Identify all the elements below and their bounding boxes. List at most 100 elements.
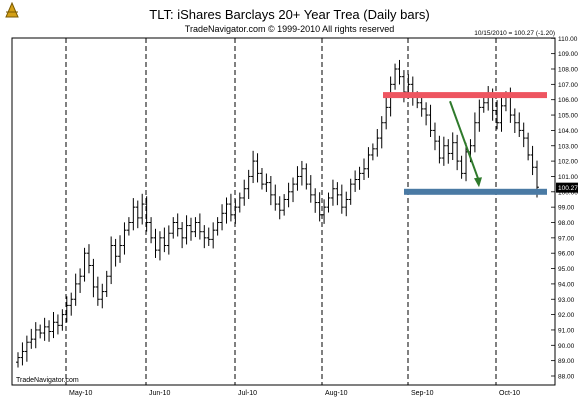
- ohlc-bar: [175, 213, 180, 237]
- ohlc-bar: [126, 217, 131, 236]
- ohlc-bar: [486, 86, 491, 111]
- y-tick-label: 93.00: [558, 297, 575, 304]
- ohlc-bar: [277, 196, 282, 220]
- ohlc-bar: [384, 97, 389, 130]
- ohlc-bar: [308, 175, 313, 203]
- ohlc-bar: [512, 108, 517, 134]
- y-tick-label: 101.00: [558, 174, 578, 181]
- y-tick-label: 109.00: [558, 51, 578, 58]
- y-tick-label: 106.00: [558, 97, 578, 104]
- ohlc-bar: [357, 166, 362, 190]
- ohlc-bar: [104, 270, 109, 297]
- y-tick-label: 99.00: [558, 205, 575, 212]
- chart-subtitle: TradeNavigator.com © 1999-2010 All right…: [184, 24, 395, 34]
- y-tick-label: 94.00: [558, 281, 575, 288]
- ohlc-bar: [477, 99, 482, 132]
- ohlc-bar: [379, 116, 384, 149]
- ohlc-bar: [455, 134, 460, 171]
- ohlc-bar: [530, 145, 535, 176]
- x-tick-label: Aug-10: [325, 390, 348, 397]
- ohlc-bar: [82, 247, 87, 282]
- ohlc-bar: [69, 292, 74, 316]
- ohlc-bar: [193, 217, 198, 238]
- ohlc-bar: [344, 191, 349, 217]
- ohlc-bar: [481, 97, 486, 113]
- y-tick-label: 102.00: [558, 159, 578, 166]
- ohlc-bar: [64, 296, 69, 323]
- ohlc-bar: [33, 322, 38, 349]
- ohlc-bar: [370, 143, 375, 161]
- ohlc-bar: [38, 324, 43, 339]
- ohlc-bar: [131, 198, 136, 231]
- ohlc-bar: [459, 155, 464, 179]
- trend-arrow-head: [474, 177, 482, 188]
- ohlc-bar: [24, 335, 29, 362]
- ohlc-bar: [450, 132, 455, 161]
- ohlc-bar: [326, 192, 331, 213]
- ohlc-bar: [78, 268, 83, 293]
- y-tick-label: 96.00: [558, 251, 575, 258]
- ohlc-bar: [441, 136, 446, 166]
- ohlc-bar: [259, 168, 264, 190]
- y-tick-label: 108.00: [558, 67, 578, 74]
- chart-title: TLT: iShares Barclays 20+ Year Trea (Dai…: [149, 7, 430, 22]
- ohlc-bar: [95, 276, 100, 306]
- y-tick-label: 89.00: [558, 358, 575, 365]
- ohlc-bar: [135, 200, 140, 229]
- y-tick-label: 110.00: [558, 36, 578, 43]
- ohlc-bar: [472, 112, 477, 153]
- ohlc-bar: [313, 188, 318, 213]
- ohlc-bar: [521, 122, 526, 148]
- y-tick-label: 100.00: [558, 189, 578, 196]
- ohlc-bar: [109, 236, 114, 285]
- ohlc-bar: [47, 320, 52, 342]
- ohlc-bar: [118, 235, 123, 263]
- y-tick-label: 90.00: [558, 343, 575, 350]
- ohlc-bar: [228, 193, 233, 222]
- ohlc-bar: [353, 170, 358, 192]
- ohlc-bar: [242, 179, 247, 206]
- ohlc-bar: [375, 129, 380, 157]
- ohlc-bar: [197, 213, 202, 240]
- ohlc-bar: [206, 227, 211, 246]
- ohlc-bar: [140, 193, 145, 225]
- ohlc-bar: [499, 98, 504, 132]
- ohlc-bar: [282, 194, 287, 216]
- last-price-box: [556, 182, 578, 193]
- ohlc-bar: [60, 309, 65, 331]
- watermark-label: TradeNavigator.com: [16, 377, 79, 384]
- ohlc-bar: [51, 311, 56, 339]
- ohlc-bar: [122, 222, 127, 255]
- ohlc-bar: [410, 76, 415, 106]
- ohlc-bar: [171, 217, 176, 239]
- y-tick-label: 105.00: [558, 113, 578, 120]
- ohlc-bar: [299, 160, 304, 186]
- plot-border: [11, 37, 556, 386]
- ohlc-bar: [348, 178, 353, 205]
- ohlc-bar: [397, 59, 402, 85]
- y-tick-label: 97.00: [558, 235, 575, 242]
- ohlc-bar: [224, 197, 229, 224]
- ohlc-bar: [446, 139, 451, 164]
- ohlc-bar: [273, 184, 278, 211]
- ohlc-bar: [304, 163, 309, 190]
- ohlc-bar: [237, 192, 242, 213]
- ohlc-bar: [437, 135, 442, 164]
- ohlc-bar: [366, 147, 371, 178]
- ohlc-bar: [335, 182, 340, 206]
- ohlc-bar: [362, 158, 366, 180]
- ohlc-bar: [180, 222, 185, 249]
- x-tick-label: Oct-10: [499, 390, 520, 397]
- ohlc-bar: [211, 222, 216, 249]
- y-tick-label: 88.00: [558, 374, 575, 381]
- ohlc-bar: [86, 244, 91, 274]
- ohlc-bar: [73, 273, 78, 306]
- ohlc-bar: [393, 63, 398, 90]
- ohlc-bar: [42, 317, 47, 341]
- ohlc-bar: [184, 215, 189, 245]
- ohlc-bar: [202, 225, 207, 249]
- ohlc-bar: [432, 122, 437, 151]
- ohlc-bar: [317, 192, 322, 222]
- y-tick-label: 103.00: [558, 143, 578, 150]
